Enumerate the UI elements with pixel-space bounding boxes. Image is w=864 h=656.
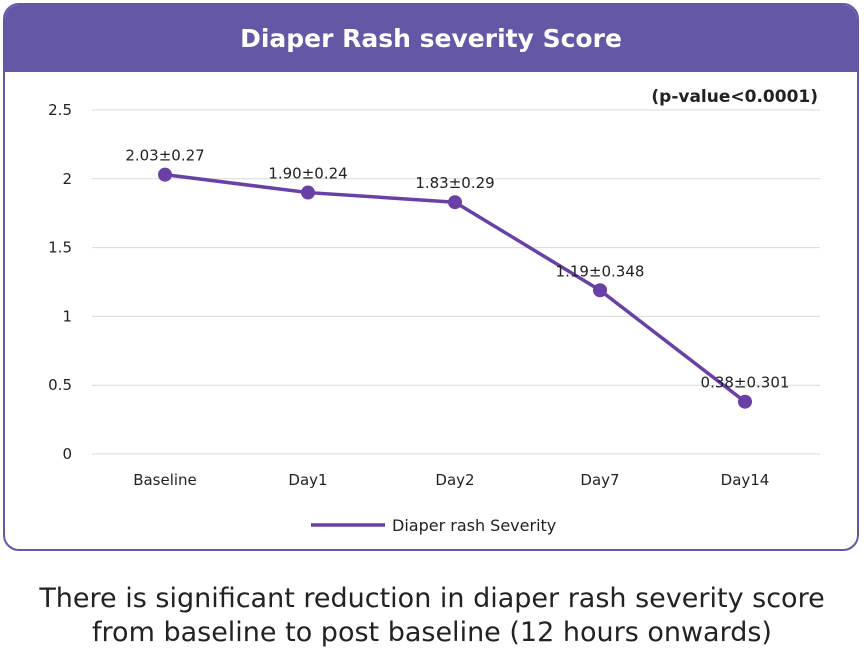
data-point-2 [448, 195, 462, 210]
x-tick-label-2: Day2 [435, 471, 474, 489]
chart-card: Diaper Rash severity Score [3, 3, 859, 551]
y-tick-label-2: 1 [62, 307, 72, 325]
x-tick-label-0: Baseline [133, 471, 197, 489]
y-tick-label-5: 2.5 [48, 101, 72, 119]
p-value-annotation: (p-value<0.0001) [651, 87, 818, 107]
data-label-3: 1.19±0.348 [556, 262, 645, 280]
x-tick-label-3: Day7 [580, 471, 619, 489]
y-tick-label-1: 0.5 [48, 376, 72, 394]
data-point-3 [593, 283, 607, 298]
y-tick-label-4: 2 [62, 170, 72, 188]
data-label-2: 1.83±0.29 [415, 174, 494, 192]
chart-caption: There is significant reduction in diaper… [0, 582, 864, 650]
caption-line-1: There is significant reduction in diaper… [39, 583, 825, 614]
data-point-0 [158, 167, 172, 182]
legend-label-0: Diaper rash Severity [392, 516, 556, 535]
data-label-1: 1.90±0.24 [268, 165, 347, 183]
x-tick-label-1: Day1 [288, 471, 327, 489]
data-point-1 [301, 185, 315, 200]
caption-line-2: from baseline to post baseline (12 hours… [92, 617, 772, 648]
chart-title: Diaper Rash severity Score [5, 5, 857, 72]
y-tick-label-3: 1.5 [48, 239, 72, 257]
data-point-4 [738, 394, 752, 409]
data-label-0: 2.03±0.27 [125, 147, 204, 165]
y-tick-label-0: 0 [62, 445, 72, 463]
data-label-4: 0.38±0.301 [701, 374, 790, 392]
x-tick-label-4: Day14 [721, 471, 770, 489]
line-chart: 0 0.5 1 1.5 2 2.5 Baseline Day1 Day2 Day7 Day14 (p-… [48, 87, 820, 535]
